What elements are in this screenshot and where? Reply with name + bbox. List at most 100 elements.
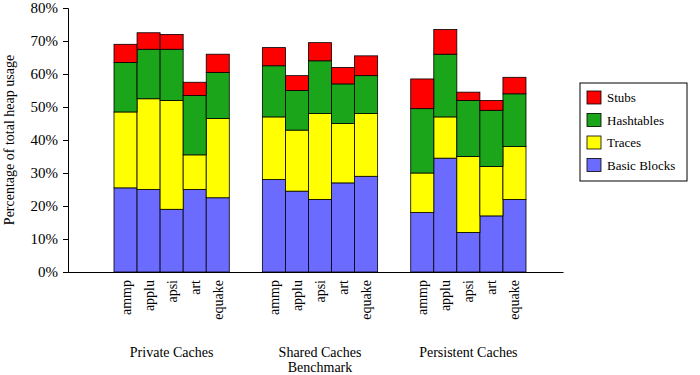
x-tick-label: applu xyxy=(438,280,453,311)
y-tick: 70% xyxy=(31,33,69,49)
bar-segment xyxy=(285,191,308,272)
y-tick-mark xyxy=(63,41,68,42)
x-tick-labels: ammpappluapsiartequakeammpappluapsiarteq… xyxy=(119,280,523,320)
legend-swatch xyxy=(587,114,601,127)
bar-segment xyxy=(411,213,434,272)
bar-segment xyxy=(262,180,285,272)
series-2 xyxy=(114,49,526,173)
bar-segment xyxy=(480,166,503,216)
y-tick-label: 30% xyxy=(31,165,59,181)
group-label: Persistent Caches xyxy=(419,345,517,360)
y-tick-label: 0% xyxy=(38,264,58,280)
x-tick-label: equake xyxy=(359,280,374,320)
bar-segment xyxy=(114,44,137,62)
bar-segment xyxy=(308,114,331,200)
group-label: Shared Caches xyxy=(279,345,362,360)
bars xyxy=(114,29,526,272)
x-tick-label: ammp xyxy=(267,280,282,315)
bar-segment xyxy=(434,117,457,158)
bar-segment xyxy=(411,79,434,109)
bar-segment xyxy=(114,188,137,272)
bar-segment xyxy=(332,84,355,124)
y-tick: 50% xyxy=(31,99,69,115)
y-axis-title: Percentage of total heap usage xyxy=(2,55,17,225)
y-tick-mark xyxy=(63,74,68,75)
bar-segment xyxy=(183,190,206,273)
x-tick-label: applu xyxy=(290,280,305,311)
bar-segment xyxy=(160,209,183,272)
legend-box xyxy=(580,83,687,181)
bar-segment xyxy=(355,76,378,114)
y-tick-label: 20% xyxy=(31,198,59,214)
y-tick-mark xyxy=(63,206,68,207)
bar-segment xyxy=(308,43,331,61)
bar-segment xyxy=(457,232,480,272)
series-3 xyxy=(114,29,526,110)
bar-segment xyxy=(183,155,206,190)
y-tick: 0% xyxy=(38,264,68,280)
bar-segment xyxy=(285,130,308,191)
y-tick: 20% xyxy=(31,198,69,214)
x-axis-title: Benchmark xyxy=(288,360,353,375)
bar-segment xyxy=(183,95,206,154)
bar-segment xyxy=(160,100,183,209)
x-tick-label: applu xyxy=(142,280,157,311)
bar-segment xyxy=(137,49,160,99)
x-axis xyxy=(69,272,564,273)
bar-segment xyxy=(457,157,480,233)
bar-segment xyxy=(332,67,355,84)
bar-segment xyxy=(206,119,229,198)
bar-segment xyxy=(457,92,480,100)
bar-segment xyxy=(503,77,526,94)
legend-label: Hashtables xyxy=(607,113,664,128)
legend-label: Traces xyxy=(607,135,641,150)
bar-segment xyxy=(503,147,526,200)
x-tick-label: ammp xyxy=(415,280,430,315)
bar-segment xyxy=(503,94,526,147)
bar-segment xyxy=(262,117,285,180)
x-tick-label: equake xyxy=(211,280,226,320)
bar-segment xyxy=(262,48,285,66)
bar-segment xyxy=(355,114,378,177)
y-tick: 40% xyxy=(31,132,69,148)
series-1 xyxy=(114,99,526,233)
y-tick: 30% xyxy=(31,165,69,181)
y-tick-label: 80% xyxy=(31,0,59,16)
x-tick-label: art xyxy=(188,280,203,295)
y-tick-label: 10% xyxy=(31,231,59,247)
x-axis-line xyxy=(69,272,564,273)
legend: StubsHashtablesTracesBasic Blocks xyxy=(580,83,687,181)
bar-segment xyxy=(434,29,457,54)
bar-segment xyxy=(411,173,434,213)
x-tick-label: apsi xyxy=(165,280,180,303)
bar-segment xyxy=(332,124,355,183)
bar-segment xyxy=(183,82,206,95)
bar-segment xyxy=(160,34,183,49)
bar-segment xyxy=(355,176,378,272)
bar-segment xyxy=(332,183,355,272)
legend-swatch xyxy=(587,91,601,104)
bar-segment xyxy=(457,100,480,156)
bar-segment xyxy=(160,49,183,100)
y-tick-mark xyxy=(63,8,68,9)
bar-segment xyxy=(308,199,331,272)
y-axis: 0% 10% 20% 30% 40% 50% 60% 70% 80% xyxy=(31,0,69,280)
chart: 0%10%20%30%40%50%60%70%80%ammpappluapsia… xyxy=(0,0,700,375)
bar-segment xyxy=(285,91,308,131)
y-tick: 60% xyxy=(31,66,69,82)
bar-segment xyxy=(137,33,160,50)
y-axis-line xyxy=(63,9,69,273)
y-tick-mark xyxy=(63,173,68,174)
y-tick-label: 40% xyxy=(31,132,59,148)
x-tick-label: apsi xyxy=(461,280,476,303)
bar-segment xyxy=(434,54,457,117)
bar-segment xyxy=(434,158,457,272)
y-tick: 80% xyxy=(31,0,69,16)
bar-segment xyxy=(206,54,229,72)
bar-segment xyxy=(480,216,503,272)
bar-segment xyxy=(206,72,229,118)
x-tick-label: equake xyxy=(507,280,522,320)
y-tick-label: 70% xyxy=(31,33,59,49)
x-tick-label: art xyxy=(484,280,499,295)
legend-swatch xyxy=(587,136,601,149)
